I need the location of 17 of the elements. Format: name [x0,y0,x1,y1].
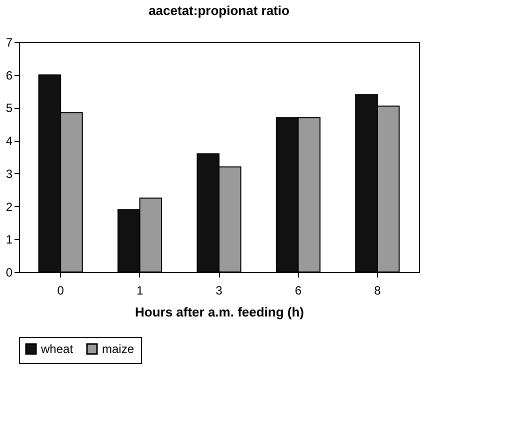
x-tick-label: 0 [57,284,64,298]
x-tick-label: 8 [374,284,382,298]
x-tick-label: 1 [136,284,144,298]
legend-label: maize [102,342,134,356]
y-tick-label: 5 [6,101,13,116]
y-tick-label: 2 [6,200,13,214]
y-tick-label: 0 [6,266,13,280]
x-tick-label: 6 [294,284,302,298]
y-tick-label: 7 [6,36,13,50]
x-axis-title: Hours after a.m. feeding (h) [134,304,304,320]
y-tick-label: 4 [6,134,13,148]
x-tick-label: 3 [216,284,223,298]
y-tick-label: 1 [6,232,13,247]
y-tick-label: 6 [6,68,13,82]
y-tick-label: 3 [6,166,13,181]
chart-title: aacetat:propionat ratio [148,3,290,18]
legend-label: wheat [40,342,74,356]
